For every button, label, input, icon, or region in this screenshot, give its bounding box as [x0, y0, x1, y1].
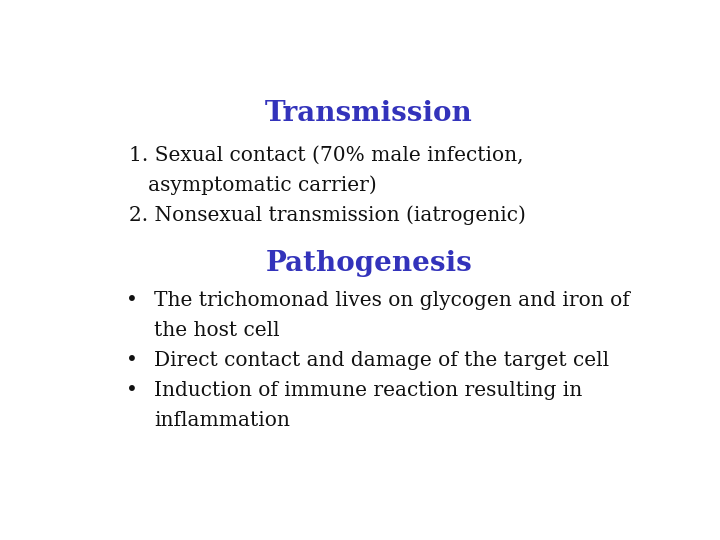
Text: 2. Nonsexual transmission (iatrogenic): 2. Nonsexual transmission (iatrogenic) [129, 206, 526, 225]
Text: Induction of immune reaction resulting in: Induction of immune reaction resulting i… [154, 381, 582, 400]
Text: •: • [126, 352, 138, 370]
Text: Direct contact and damage of the target cell: Direct contact and damage of the target … [154, 352, 609, 370]
Text: Pathogenesis: Pathogenesis [266, 250, 472, 277]
Text: The trichomonad lives on glycogen and iron of: The trichomonad lives on glycogen and ir… [154, 292, 630, 310]
Text: asymptomatic carrier): asymptomatic carrier) [129, 176, 377, 195]
Text: inflammation: inflammation [154, 411, 290, 430]
Text: Transmission: Transmission [265, 100, 473, 127]
Text: •: • [126, 292, 138, 310]
Text: 1. Sexual contact (70% male infection,: 1. Sexual contact (70% male infection, [129, 146, 523, 165]
Text: •: • [126, 381, 138, 400]
Text: the host cell: the host cell [154, 321, 280, 340]
